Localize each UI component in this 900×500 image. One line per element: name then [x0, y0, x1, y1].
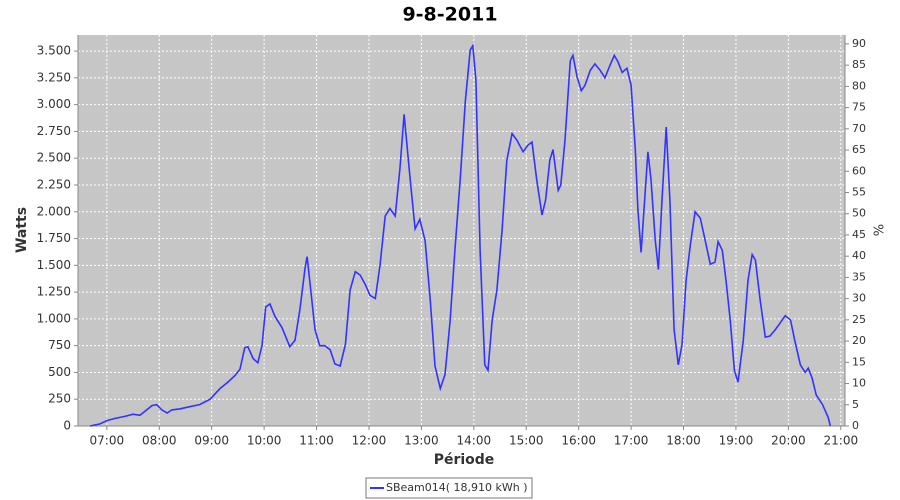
x-tick-label: 16:00: [561, 434, 596, 448]
x-tick-label: 08:00: [142, 434, 177, 448]
x-tick-label: 14:00: [457, 434, 492, 448]
y2-axis-label: %: [873, 224, 888, 236]
y2-tick-label: 65: [852, 143, 866, 156]
x-tick-label: 15:00: [509, 434, 544, 448]
y2-tick-label: 50: [852, 207, 866, 220]
y2-tick-label: 25: [852, 313, 866, 326]
x-tick-label: 13:00: [404, 434, 439, 448]
x-tick-label: 11:00: [299, 434, 334, 448]
y-tick-label: 2.250: [37, 177, 71, 191]
plot-area: [78, 35, 845, 426]
y2-tick-label: 45: [852, 228, 866, 241]
y-tick-label: 3.000: [37, 97, 71, 111]
x-tick-label: 17:00: [614, 434, 649, 448]
x-tick-label: 12:00: [352, 434, 387, 448]
y2-tick-label: 85: [852, 58, 866, 71]
x-tick-label: 21:00: [824, 434, 859, 448]
x-tick-label: 19:00: [719, 434, 754, 448]
y-tick-label: 2.500: [37, 151, 71, 165]
legend-label: SBeam014( 18,910 kWh ): [386, 481, 528, 494]
y-tick-label: 1.500: [37, 258, 71, 272]
y-tick-label: 1.750: [37, 231, 71, 245]
x-tick-label: 09:00: [194, 434, 229, 448]
y-axis-label: Watts: [14, 207, 30, 253]
y2-tick-label: 55: [852, 186, 866, 199]
x-tick-label: 07:00: [90, 434, 125, 448]
y2-tick-label: 35: [852, 270, 866, 283]
y2-tick-label: 80: [852, 79, 866, 92]
x-tick-label: 10:00: [247, 434, 282, 448]
y-tick-label: 500: [48, 365, 71, 379]
y2-tick-label: 0: [852, 419, 859, 432]
y-tick-label: 2.000: [37, 204, 71, 218]
y2-tick-label: 90: [852, 37, 866, 50]
y2-tick-label: 20: [852, 334, 866, 347]
x-tick-label: 18:00: [666, 434, 701, 448]
y-tick-label: 3.250: [37, 70, 71, 84]
legend: [365, 477, 533, 499]
y-tick-label: 0: [63, 419, 71, 433]
y2-tick-label: 60: [852, 164, 866, 177]
y-tick-label: 1.000: [37, 311, 71, 325]
x-tick-label: 20:00: [771, 434, 806, 448]
y2-tick-label: 75: [852, 101, 866, 114]
y2-tick-label: 5: [852, 398, 859, 411]
y2-tick-label: 10: [852, 377, 866, 390]
y2-tick-label: 70: [852, 122, 866, 135]
chart-title: 9-8-2011: [402, 4, 497, 26]
y2-tick-label: 15: [852, 355, 866, 368]
data-line: [89, 43, 832, 427]
y-tick-label: 1.250: [37, 285, 71, 299]
y-tick-label: 2.750: [37, 124, 71, 138]
x-axis-label: Période: [434, 452, 495, 468]
y-tick-label: 750: [48, 338, 71, 352]
y-tick-label: 3.500: [37, 44, 71, 58]
y-tick-label: 250: [48, 392, 71, 406]
y2-tick-label: 40: [852, 249, 866, 262]
y2-tick-label: 30: [852, 292, 866, 305]
